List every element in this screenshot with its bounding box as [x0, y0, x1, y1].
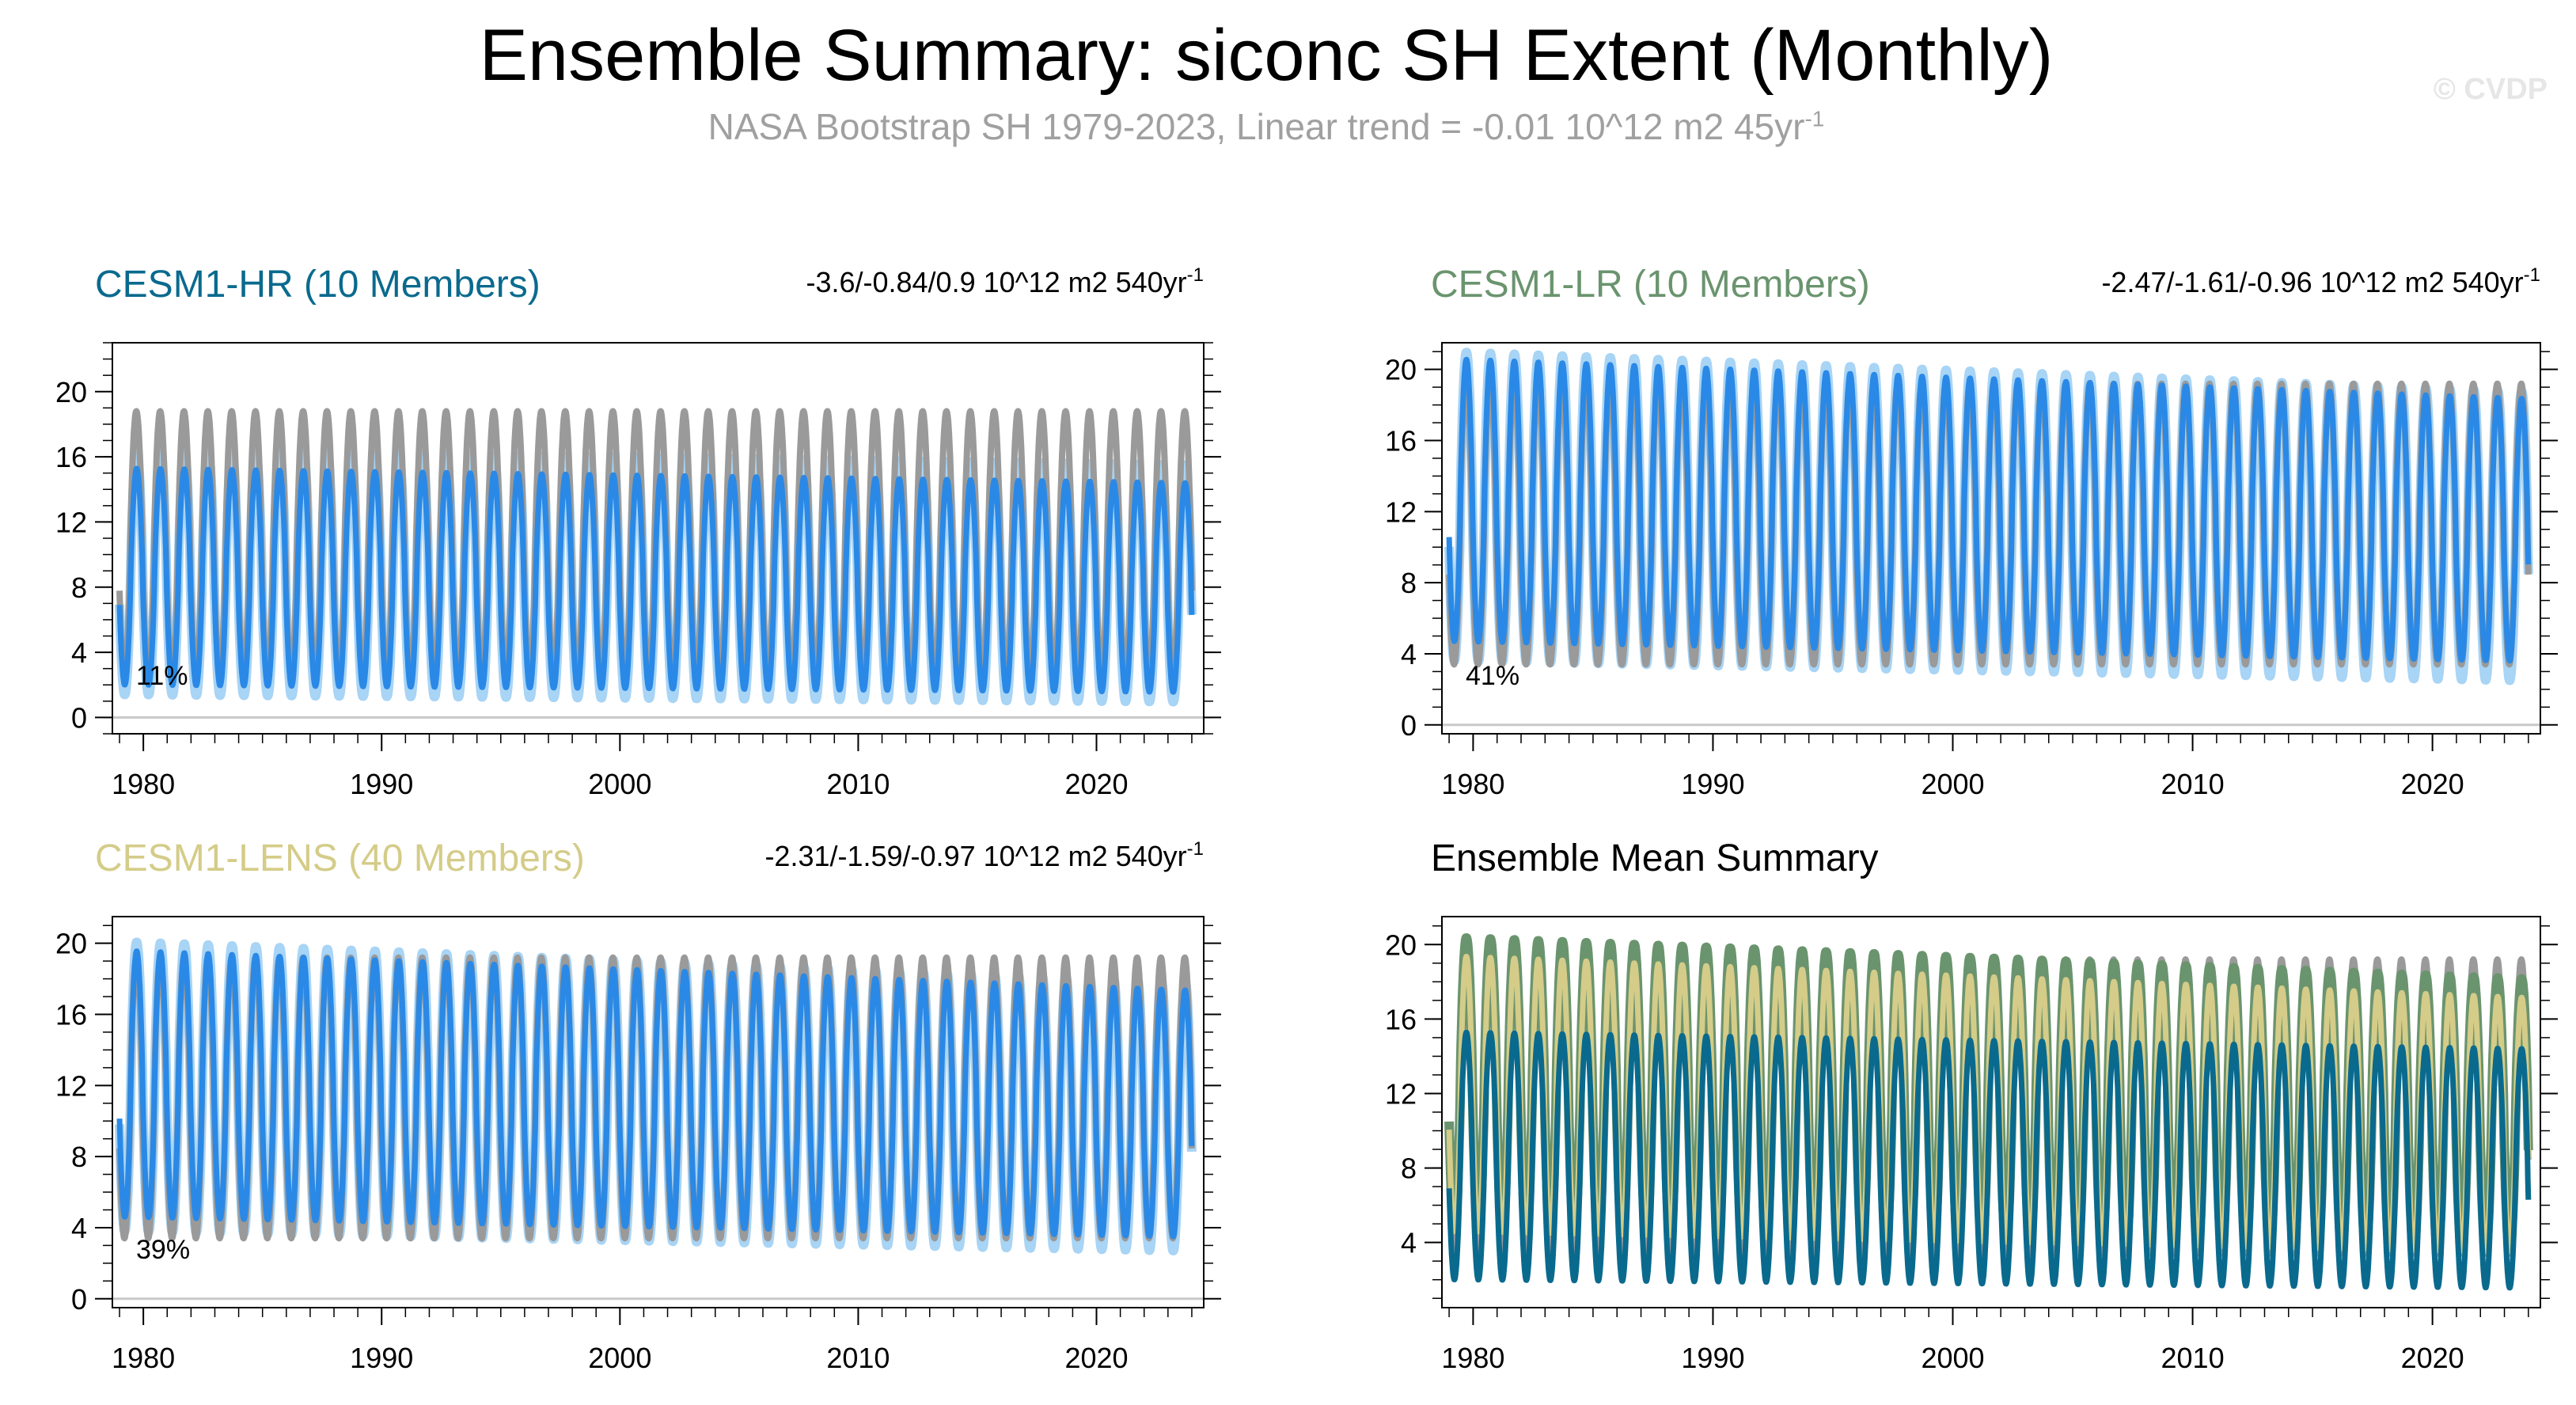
trend-label: -2.31/-1.59/-0.97 10^12 m2 540yr-1 [764, 838, 1204, 872]
y-tick-label: 0 [1401, 709, 1417, 742]
series-line-member [1446, 356, 2532, 664]
trend-exponent: -1 [1187, 264, 1204, 286]
trend-value: -2.31/-1.59/-0.97 10^12 m2 540yr [764, 840, 1186, 872]
y-tick-label: 12 [1385, 1077, 1417, 1110]
y-tick-label: 12 [1385, 496, 1417, 528]
y-tick-label: 16 [55, 999, 87, 1031]
x-tick-label: 2010 [826, 1342, 890, 1374]
y-tick-label: 8 [71, 1141, 87, 1173]
chart-panel-cesm1-hr: CESM1-HR (10 Members) -3.6/-0.84/0.9 10^1… [55, 264, 1221, 800]
x-tick-label: 1980 [1441, 768, 1504, 800]
series-line-member [116, 948, 1195, 1240]
x-tick-label: 2010 [2161, 1342, 2225, 1374]
y-tick-label: 4 [71, 1212, 87, 1244]
y-tick-label: 4 [71, 636, 87, 669]
x-tick-label: 2020 [1064, 768, 1128, 800]
y-tick-label: 8 [71, 571, 87, 604]
subtitle: NASA Bootstrap SH 1979-2023, Linear tren… [0, 105, 2532, 148]
x-tick-label: 2010 [826, 768, 890, 800]
trend-label: -2.47/-1.61/-0.96 10^12 m2 540yr-1 [2101, 264, 2540, 298]
x-tick-label: 2020 [2401, 1342, 2464, 1374]
x-tick-label: 2020 [1064, 1342, 1128, 1374]
x-tick-label: 2020 [2401, 768, 2464, 800]
y-tick-label: 16 [55, 441, 87, 473]
trend-exponent: -1 [2524, 264, 2540, 286]
chart-panel-ensemble-mean-summary: Ensemble Mean Summary 4 8 12 16 20 1980 1990 200… [1385, 837, 2558, 1374]
series-line-hr [1446, 1029, 2532, 1291]
x-tick-label: 1980 [112, 768, 175, 800]
y-tick-label: 0 [71, 701, 87, 734]
percent-label: 41% [1466, 661, 1519, 691]
y-tick-label: 20 [1385, 354, 1417, 386]
x-tick-label: 1990 [350, 768, 413, 800]
x-tick-label: 2000 [1921, 1342, 1984, 1374]
y-tick-label: 12 [55, 1069, 87, 1102]
plot-frame [112, 916, 1205, 1308]
y-tick-label: 20 [55, 376, 87, 408]
y-tick-label: 0 [71, 1283, 87, 1316]
percent-label: 11% [136, 661, 188, 691]
panel-title: CESM1-LR (10 Members) [1431, 264, 1870, 306]
page-title: Ensemble Summary: siconc SH Extent (Mont… [479, 15, 2054, 96]
x-tick-label: 1990 [1681, 1342, 1744, 1374]
plot-frame [1441, 342, 2541, 735]
x-tick-label: 2000 [588, 768, 651, 800]
x-tick-label: 1980 [112, 1342, 175, 1374]
trend-value: -3.6/-0.84/0.9 10^12 m2 540yr [806, 266, 1186, 298]
y-tick-label: 20 [1385, 928, 1417, 961]
y-tick-label: 8 [1401, 567, 1417, 599]
y-tick-label: 16 [1385, 1003, 1417, 1035]
panel-title: CESM1-HR (10 Members) [95, 264, 541, 306]
y-tick-label: 20 [55, 928, 87, 960]
trend-exponent: -1 [1187, 838, 1204, 860]
y-tick-label: 12 [55, 506, 87, 538]
subtitle-exponent: -1 [1804, 106, 1825, 131]
y-tick-label: 4 [1401, 1227, 1417, 1259]
panel-title: CESM1-LENS (40 Members) [95, 837, 585, 879]
trend-value: -2.47/-1.61/-0.96 10^12 m2 540yr [2101, 266, 2523, 298]
y-tick-label: 4 [1401, 638, 1417, 670]
x-tick-label: 1990 [1681, 768, 1744, 800]
x-tick-label: 1980 [1441, 1342, 1504, 1374]
x-tick-label: 1990 [350, 1342, 413, 1374]
series-line-member [116, 465, 1195, 695]
y-tick-label: 16 [1385, 425, 1417, 458]
x-tick-label: 2000 [1921, 768, 1984, 800]
chart-panel-cesm1-lens: CESM1-LENS (40 Members) -2.31/-1.59/-0.97… [55, 837, 1221, 1374]
trend-label: -3.6/-0.84/0.9 10^12 m2 540yr-1 [806, 264, 1204, 298]
subtitle-text: NASA Bootstrap SH 1979-2023, Linear tren… [708, 106, 1805, 147]
x-tick-label: 2000 [588, 1342, 651, 1374]
x-tick-label: 2010 [2161, 768, 2225, 800]
percent-label: 39% [136, 1235, 190, 1265]
y-tick-label: 8 [1401, 1152, 1417, 1185]
watermark: © CVDP [2433, 73, 2548, 106]
chart-panel-cesm1-lr: CESM1-LR (10 Members) -2.47/-1.61/-0.96 1… [1385, 264, 2558, 800]
panel-title: Ensemble Mean Summary [1431, 837, 1879, 879]
